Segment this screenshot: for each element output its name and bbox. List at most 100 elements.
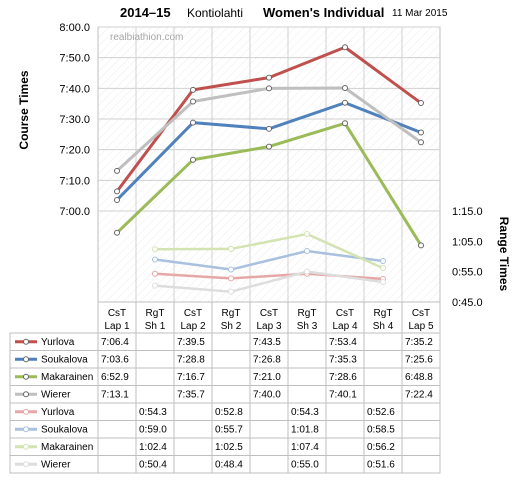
table-header-label: CsT — [412, 308, 430, 319]
table-header-label: Lap 5 — [408, 321, 433, 332]
data-point-course — [418, 242, 424, 249]
data-point-range — [228, 275, 234, 282]
table-header-label: RgT — [222, 308, 241, 319]
table-cell-value: 7:16.7 — [177, 372, 205, 383]
data-point-course — [342, 120, 348, 127]
chart-title: Women's Individual — [263, 5, 385, 20]
table-cell-value: 6:48.8 — [405, 372, 433, 383]
series-line-range — [154, 249, 384, 271]
table-cell-value: 1:01.8 — [291, 425, 319, 436]
data-point-course — [342, 85, 348, 92]
legend-series-name: Yurlova — [41, 407, 75, 418]
table-header-label: Lap 1 — [104, 321, 129, 332]
legend-series-name: Soukalova — [41, 425, 88, 436]
table-cell-value: 7:03.6 — [101, 355, 129, 366]
table-header-label: CsT — [184, 308, 202, 319]
data-point-range — [228, 245, 234, 252]
table-cell-value: 7:53.4 — [329, 337, 357, 348]
table-header-label: RgT — [146, 308, 165, 319]
table-cell-value: 0:55.7 — [215, 425, 243, 436]
series-line-range — [154, 270, 384, 293]
y-left-tick-label: 7:00.0 — [59, 206, 90, 218]
legend-series-name: Wierer — [41, 390, 71, 401]
data-point-range — [152, 256, 158, 263]
y-left-tick-label: 7:30.0 — [59, 114, 90, 126]
table-cell-value: 0:54.3 — [139, 407, 167, 418]
legend-marker — [23, 461, 29, 468]
table-cell-value: 0:50.4 — [139, 460, 167, 471]
table-cell-value: 0:56.2 — [367, 442, 395, 453]
data-point-course — [114, 196, 120, 203]
legend-marker — [23, 408, 29, 415]
table-cell-value: 1:02.4 — [139, 442, 167, 453]
data-point-course — [342, 44, 348, 51]
table-header-label: Sh 1 — [145, 321, 166, 332]
data-point-range — [152, 270, 158, 277]
table-cell-value: 7:26.8 — [253, 355, 281, 366]
table-cell-value: 1:02.5 — [215, 442, 243, 453]
y-left-tick-label: 7:50.0 — [59, 53, 90, 65]
data-point-course — [266, 85, 272, 92]
chart-place: Kontiolahti — [187, 6, 244, 20]
table-header-label: Sh 4 — [373, 321, 394, 332]
legend-series-name: Makarainen — [41, 372, 93, 383]
data-point-range — [380, 265, 386, 272]
legend-marker — [23, 373, 29, 380]
table-header-label: Sh 3 — [297, 321, 318, 332]
legend-series-name: Yurlova — [41, 337, 75, 348]
table-cell-value: 1:07.4 — [291, 442, 319, 453]
watermark: realbiathion.com — [110, 32, 183, 43]
legend-series-name: Wierer — [41, 460, 71, 471]
table-cell-value: 7:35.2 — [405, 337, 433, 348]
table-cell-value: 7:06.4 — [101, 337, 129, 348]
series-line-range — [154, 232, 384, 270]
data-point-course — [190, 86, 196, 93]
legend-series-name: Makarainen — [41, 442, 93, 453]
data-point-range — [152, 282, 158, 289]
y-left-tick-label: 7:40.0 — [59, 83, 90, 95]
plot-area — [97, 26, 441, 303]
chart-season: 2014–15 — [120, 5, 171, 20]
table-cell-value: 7:40.0 — [253, 390, 281, 401]
legend-series-name: Soukalova — [41, 355, 88, 366]
table-header-label: CsT — [336, 308, 354, 319]
table-header-cell-group — [97, 301, 441, 338]
y-left-tick-label: 7:10.0 — [59, 175, 90, 187]
table-header-label: Sh 2 — [221, 321, 242, 332]
table-cell-value: 7:40.1 — [329, 390, 357, 401]
data-point-course — [190, 119, 196, 126]
y-left-tick-label: 7:20.0 — [59, 145, 90, 157]
legend-marker — [23, 356, 29, 363]
table-header-label: RgT — [298, 308, 317, 319]
data-point-range — [228, 266, 234, 273]
data-point-course — [266, 74, 272, 81]
data-point-course — [342, 99, 348, 106]
table-cell-value: 7:13.1 — [101, 390, 129, 401]
data-point-range — [380, 258, 386, 265]
table-cell-value: 0:52.6 — [367, 407, 395, 418]
table-cell-value: 7:28.8 — [177, 355, 205, 366]
data-point-course — [418, 100, 424, 107]
data-point-course — [190, 156, 196, 163]
table-header-label: Lap 4 — [332, 321, 357, 332]
data-point-course — [418, 129, 424, 136]
table-row — [9, 385, 441, 404]
table-cell-value: 7:21.0 — [253, 372, 281, 383]
table-cell-value: 7:43.5 — [253, 337, 281, 348]
y-right-tick-label: 0:55.0 — [452, 267, 483, 279]
table-header-label: CsT — [260, 308, 278, 319]
table-cell-value: 0:48.4 — [215, 460, 243, 471]
legend-marker — [23, 443, 29, 450]
data-point-range — [228, 288, 234, 295]
data-point-range — [152, 246, 158, 253]
y-right-tick-label: 0:45.0 — [452, 297, 483, 309]
table-cell-value: 7:25.6 — [405, 355, 433, 366]
y-right-tick-label: 1:15.0 — [452, 206, 483, 218]
data-point-range — [304, 248, 310, 255]
data-point-course — [114, 188, 120, 195]
data-point-range — [304, 231, 310, 238]
y-right-tick-label: 1:05.0 — [452, 236, 483, 248]
table-header-label: Lap 2 — [180, 321, 205, 332]
data-point-course — [114, 229, 120, 236]
y-left-tick-label: 8:00.0 — [59, 22, 90, 34]
